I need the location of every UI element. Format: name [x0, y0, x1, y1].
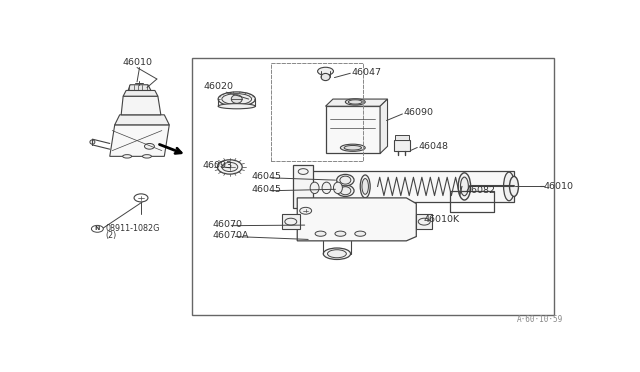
- Text: 46045: 46045: [251, 173, 281, 182]
- Ellipse shape: [346, 99, 365, 105]
- Circle shape: [92, 225, 103, 232]
- Text: 46020: 46020: [203, 82, 233, 91]
- Bar: [416, 214, 432, 230]
- Polygon shape: [326, 99, 388, 106]
- Polygon shape: [380, 99, 388, 154]
- Polygon shape: [297, 198, 416, 241]
- Ellipse shape: [340, 187, 351, 195]
- Polygon shape: [121, 96, 161, 115]
- Text: A·60·10·59: A·60·10·59: [517, 315, 564, 324]
- Ellipse shape: [335, 231, 346, 236]
- Text: 08911-1082G: 08911-1082G: [106, 224, 160, 233]
- Text: 46010K: 46010K: [424, 215, 460, 224]
- Ellipse shape: [344, 145, 362, 150]
- Circle shape: [222, 162, 237, 171]
- Ellipse shape: [337, 174, 354, 186]
- Text: 46048: 46048: [419, 142, 448, 151]
- Ellipse shape: [362, 179, 369, 194]
- Ellipse shape: [218, 104, 255, 109]
- Text: 46090: 46090: [403, 108, 433, 117]
- Ellipse shape: [222, 94, 252, 105]
- Ellipse shape: [458, 173, 470, 200]
- Bar: [191, 58, 554, 315]
- Ellipse shape: [460, 177, 468, 196]
- Text: 46082: 46082: [465, 186, 495, 195]
- Text: 46010: 46010: [544, 182, 574, 191]
- Text: 46010: 46010: [122, 58, 152, 67]
- Ellipse shape: [315, 231, 326, 236]
- Bar: [326, 106, 380, 154]
- Polygon shape: [128, 85, 151, 90]
- Ellipse shape: [333, 182, 342, 193]
- Bar: [282, 214, 300, 230]
- Circle shape: [145, 144, 154, 149]
- Text: 46047: 46047: [352, 68, 382, 77]
- Ellipse shape: [317, 67, 333, 75]
- Ellipse shape: [295, 171, 306, 202]
- Ellipse shape: [509, 176, 518, 196]
- Text: 46045: 46045: [251, 185, 281, 194]
- Bar: [301, 171, 514, 202]
- Polygon shape: [115, 115, 169, 125]
- Text: 46070: 46070: [213, 220, 243, 229]
- Circle shape: [134, 194, 148, 202]
- Polygon shape: [293, 165, 313, 208]
- Ellipse shape: [328, 250, 346, 258]
- Text: (2): (2): [106, 231, 117, 240]
- Ellipse shape: [337, 185, 354, 196]
- Polygon shape: [110, 125, 169, 156]
- Ellipse shape: [231, 95, 242, 103]
- Ellipse shape: [340, 176, 351, 184]
- Ellipse shape: [310, 182, 319, 193]
- Ellipse shape: [218, 92, 255, 106]
- Circle shape: [218, 160, 242, 174]
- Bar: [396, 135, 410, 140]
- Ellipse shape: [321, 73, 330, 81]
- Ellipse shape: [143, 155, 152, 158]
- Ellipse shape: [323, 248, 351, 260]
- Ellipse shape: [348, 100, 362, 104]
- Ellipse shape: [504, 172, 515, 201]
- Ellipse shape: [340, 144, 365, 151]
- Ellipse shape: [322, 182, 331, 193]
- Ellipse shape: [360, 175, 370, 198]
- Ellipse shape: [90, 140, 95, 144]
- Polygon shape: [123, 90, 158, 96]
- Circle shape: [300, 207, 312, 214]
- Bar: [449, 191, 494, 212]
- Text: 46070A: 46070A: [213, 231, 250, 240]
- Text: 46093: 46093: [202, 161, 232, 170]
- Bar: [394, 140, 410, 151]
- Text: N: N: [95, 226, 100, 231]
- Ellipse shape: [355, 231, 365, 236]
- Ellipse shape: [123, 155, 132, 158]
